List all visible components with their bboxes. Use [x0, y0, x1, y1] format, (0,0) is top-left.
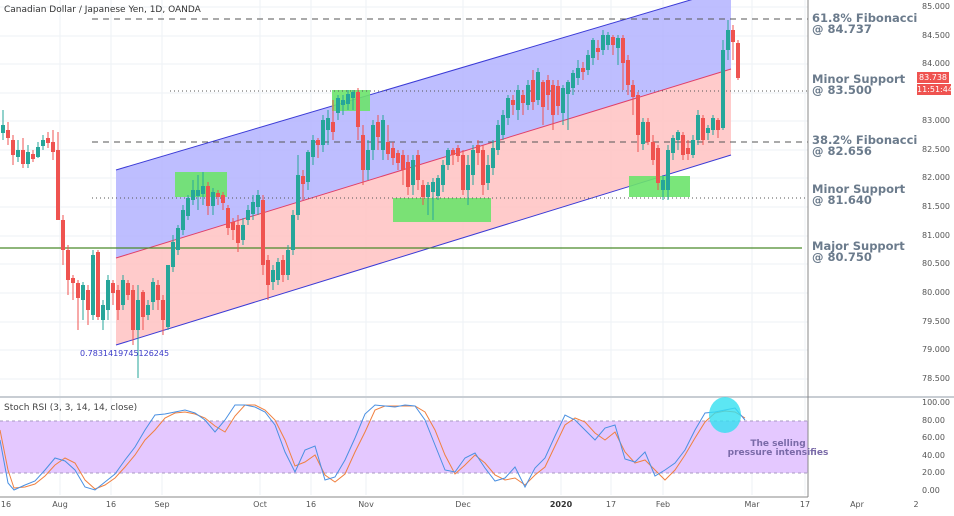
annotation-value: @ 80.750: [812, 250, 872, 264]
time-tick: 17: [605, 500, 617, 509]
time-tick: Apr: [850, 500, 864, 509]
rsi-tick: 100.00: [922, 398, 950, 407]
annotation-value: @ 82.656: [812, 144, 872, 158]
price-tick: 84.500: [922, 31, 950, 40]
price-tick: 78.500: [922, 374, 950, 383]
time-tick: Oct: [253, 500, 267, 509]
rsi-note: The selling pressure intensifies: [718, 440, 838, 458]
price-tick: 81.500: [922, 202, 950, 211]
indicator-title[interactable]: Stoch RSI (3, 3, 14, 14, close): [4, 403, 138, 413]
chart-title: Canadian Dollar / Japanese Yen, 1D, OAND…: [4, 5, 201, 15]
rsi-tick: 40.00: [922, 451, 945, 460]
price-tick: 84.000: [922, 59, 950, 68]
fib-382-annotation: 38.2% Fibonacci @ 82.656: [812, 133, 918, 158]
annotation-label: 38.2% Fibonacci: [812, 133, 918, 147]
annotation-label: Major Support: [812, 239, 905, 253]
channel-deviation-label: 0.7831419745126245: [80, 349, 170, 358]
time-tick: Nov: [358, 500, 374, 509]
candlesticks[interactable]: [1, 20, 740, 378]
price-tick: 83.000: [922, 116, 950, 125]
highlight-circle: [709, 397, 741, 433]
rsi-tick: 80.00: [922, 416, 945, 425]
time-tick: 16: [305, 500, 317, 509]
last-price-tag: 83.738: [917, 72, 949, 83]
annotation-value: @ 84.737: [812, 22, 872, 36]
price-tick: 80.000: [922, 288, 950, 297]
annotation-label: Minor Support: [812, 182, 906, 196]
time-tick: 16: [105, 500, 117, 509]
support-resistance-zones[interactable]: [175, 90, 690, 222]
time-tick: Sep: [154, 500, 170, 509]
stoch-rsi-lines[interactable]: [0, 404, 746, 491]
major-support-annotation: Major Support @ 80.750: [812, 239, 905, 264]
time-tick: Mar: [744, 500, 760, 509]
price-tick: 85.000: [922, 2, 950, 11]
minor-support-1-annotation: Minor Support @ 83.500: [812, 72, 906, 97]
bar-countdown-tag: 11:51:44: [917, 84, 953, 95]
rsi-tick: 20.00: [922, 468, 945, 477]
fib-618-annotation: 61.8% Fibonacci @ 84.737: [812, 11, 918, 36]
price-tick: 79.000: [922, 345, 950, 354]
annotation-value: @ 83.500: [812, 83, 872, 97]
time-tick: Feb: [655, 500, 671, 509]
time-tick: 16: [0, 500, 12, 509]
time-tick: 17: [799, 500, 811, 509]
minor-support-2-annotation: Minor Support @ 81.640: [812, 182, 906, 207]
time-tick: Dec: [455, 500, 471, 509]
price-tick: 81.000: [922, 231, 950, 240]
rsi-note-line: The selling: [750, 439, 806, 449]
annotation-value: @ 81.640: [812, 193, 872, 207]
price-tick: 79.500: [922, 317, 950, 326]
time-tick: Aug: [52, 500, 68, 509]
horizontal-levels[interactable]: [0, 18, 808, 249]
rsi-note-line: pressure intensifies: [727, 448, 829, 458]
price-tick: 82.500: [922, 145, 950, 154]
rsi-tick: 0.00: [922, 486, 940, 495]
annotation-label: 61.8% Fibonacci: [812, 11, 918, 25]
time-tick: 2: [913, 500, 919, 509]
annotation-label: Minor Support: [812, 72, 906, 86]
price-tick: 80.500: [922, 259, 950, 268]
price-tick: 82.000: [922, 173, 950, 182]
time-tick: 2020: [549, 500, 573, 509]
rsi-tick: 60.00: [922, 433, 945, 442]
